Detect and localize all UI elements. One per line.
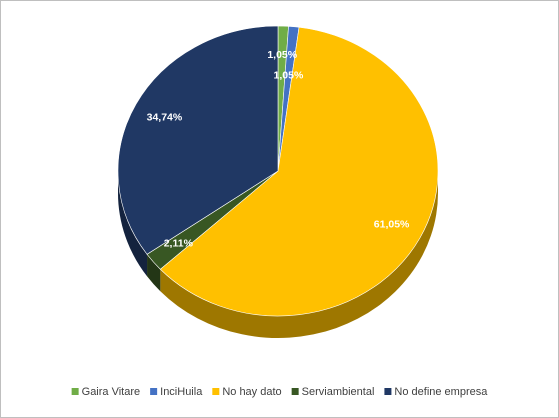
data-label: 34,74% (147, 111, 183, 123)
pie-side (147, 254, 161, 292)
pie-slice (117, 25, 279, 255)
legend-swatch (71, 388, 79, 395)
data-label: 2,11% (164, 238, 194, 250)
legend-label: InciHuila (160, 386, 203, 398)
data-label: 1,05% (267, 49, 297, 61)
legend-label: Serviambiental (302, 386, 375, 398)
legend-swatch (212, 388, 220, 395)
legend-label: No hay dato (222, 386, 281, 398)
legend-swatch (150, 388, 158, 395)
pie-side (160, 171, 438, 338)
pie-side (118, 171, 148, 277)
legend-label: No define empresa (394, 386, 488, 398)
pie-slice (159, 26, 439, 317)
legend-swatch (291, 388, 299, 395)
legend-label: Gaira Vitare (82, 386, 141, 398)
data-label: 61,05% (374, 218, 410, 230)
legend-swatch (384, 388, 392, 395)
data-label: 1,05% (274, 70, 304, 82)
legend: Gaira Vitare InciHuila No hay dato Serviamb… (71, 386, 488, 398)
